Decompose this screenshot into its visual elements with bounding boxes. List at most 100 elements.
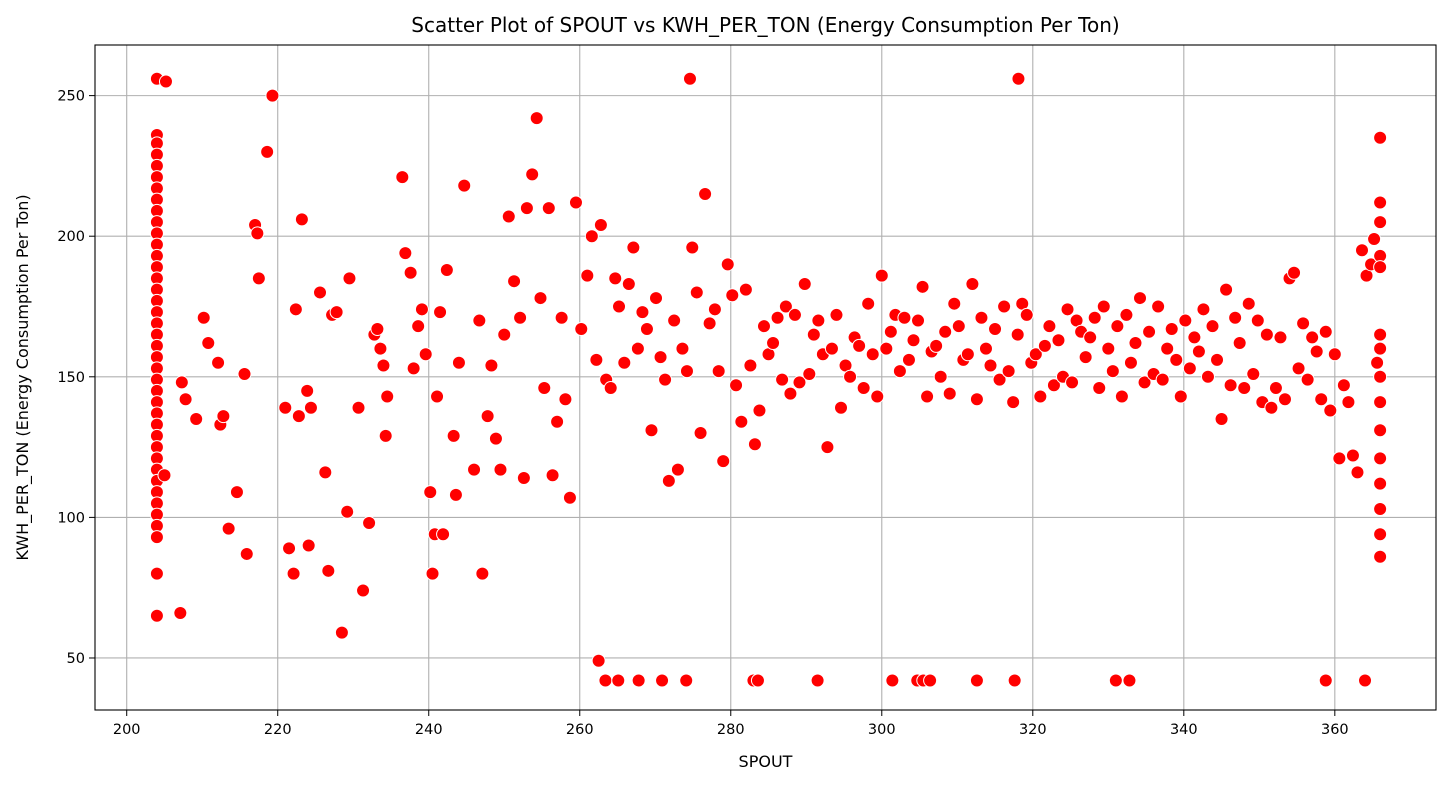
data-point (969, 673, 984, 688)
data-point (960, 347, 975, 362)
data-point (439, 262, 454, 277)
data-point (1122, 673, 1137, 688)
data-point (1060, 302, 1075, 317)
data-point (584, 229, 599, 244)
data-point (608, 271, 623, 286)
data-point (1173, 389, 1188, 404)
data-point (1318, 673, 1333, 688)
data-point (639, 321, 654, 336)
data-point (1358, 673, 1373, 688)
data-point (747, 437, 762, 452)
data-points (149, 71, 1388, 688)
data-point (675, 341, 690, 356)
data-point (1318, 324, 1333, 339)
data-point (591, 653, 606, 668)
data-point (239, 546, 254, 561)
data-point (472, 313, 487, 328)
data-point (433, 305, 448, 320)
data-point (395, 170, 410, 185)
data-point (612, 299, 627, 314)
data-point (1373, 501, 1388, 516)
data-point (1010, 327, 1025, 342)
data-point (362, 516, 377, 531)
data-point (1370, 355, 1385, 370)
data-point (301, 538, 316, 553)
data-point (1373, 369, 1388, 384)
data-point (173, 605, 188, 620)
data-point (824, 341, 839, 356)
data-point (938, 324, 953, 339)
data-point (915, 279, 930, 294)
data-point (1101, 341, 1116, 356)
data-point (342, 271, 357, 286)
data-point (693, 426, 708, 441)
data-point (351, 400, 366, 415)
data-point (1314, 392, 1329, 407)
data-point (1373, 215, 1388, 230)
data-point (725, 288, 740, 303)
x-tick-label: 360 (1321, 722, 1349, 738)
data-point (983, 358, 998, 373)
data-point (1327, 347, 1342, 362)
x-tick-label: 240 (415, 722, 443, 738)
data-point (1246, 366, 1261, 381)
data-point (291, 409, 306, 424)
data-point (1373, 476, 1388, 491)
data-point (497, 327, 512, 342)
data-point (457, 178, 472, 193)
data-point (885, 673, 900, 688)
data-point (554, 310, 569, 325)
y-axis-label: KWH_PER_TON (Energy Consumption Per Ton) (13, 194, 33, 560)
data-point (974, 310, 989, 325)
data-point (1033, 389, 1048, 404)
data-point (1232, 336, 1247, 351)
data-point (870, 389, 885, 404)
data-point (1373, 341, 1388, 356)
data-point (988, 321, 1003, 336)
data-point (1309, 344, 1324, 359)
data-point (488, 431, 503, 446)
data-point (1228, 310, 1243, 325)
data-point (679, 364, 694, 379)
data-point (766, 336, 781, 351)
data-point (1108, 673, 1123, 688)
data-point (942, 386, 957, 401)
data-point (157, 468, 172, 483)
data-point (1200, 369, 1215, 384)
data-point (1219, 282, 1234, 297)
data-point (1051, 333, 1066, 348)
data-point (541, 201, 556, 216)
data-point (1373, 395, 1388, 410)
data-point (562, 490, 577, 505)
data-point (201, 336, 216, 351)
data-point (1241, 296, 1256, 311)
data-point (1373, 423, 1388, 438)
data-point (294, 212, 309, 227)
data-point (1119, 307, 1134, 322)
x-axis-label: SPOUT (739, 752, 793, 771)
data-point (178, 392, 193, 407)
data-point (649, 291, 664, 306)
data-point (1137, 375, 1152, 390)
data-point (1011, 71, 1026, 86)
data-point (861, 296, 876, 311)
data-point (626, 240, 641, 255)
data-point (189, 411, 204, 426)
data-point (516, 471, 531, 486)
data-point (716, 454, 731, 469)
data-point (911, 313, 926, 328)
data-point (356, 583, 371, 598)
axis-ticks: 200 220 240 260 280 300 320 340 360 50 100 150 200 25… (57, 89, 1348, 738)
data-point (545, 468, 560, 483)
data-point (260, 144, 275, 159)
data-point (149, 530, 164, 545)
data-point (865, 347, 880, 362)
data-point (380, 389, 395, 404)
data-point (843, 369, 858, 384)
data-point (418, 347, 433, 362)
data-point (829, 307, 844, 322)
data-point (282, 541, 297, 556)
data-point (1042, 319, 1057, 334)
data-point (373, 341, 388, 356)
data-point (947, 296, 962, 311)
